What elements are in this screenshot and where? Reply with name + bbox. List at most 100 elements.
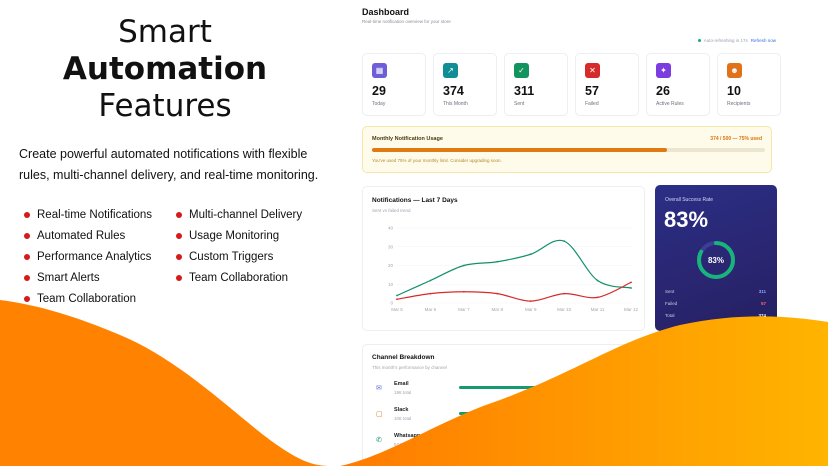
feature-label: Real-time Notifications: [37, 209, 153, 221]
page-subtitle: Real-time notification overview for your…: [362, 19, 451, 24]
chart-title: Notifications — Last 7 Days: [372, 197, 458, 204]
success-row: Sent 311: [665, 289, 766, 294]
data-point-sent: [529, 253, 532, 256]
wave-left-shape: [0, 300, 330, 466]
channels-title: Channel Breakdown: [372, 354, 435, 361]
success-row: Total 374: [665, 313, 766, 318]
y-tick-label: 40: [388, 226, 394, 231]
feature-item: Usage Monitoring: [176, 230, 279, 242]
stat-value: 311: [514, 84, 535, 98]
users-icon: ☻: [727, 63, 742, 78]
refresh-status: Auto-refreshing in 17s Refresh now: [697, 38, 776, 43]
refresh-now-link[interactable]: Refresh now: [750, 38, 776, 43]
mail-icon: ✉: [376, 385, 382, 392]
stat-label: Today: [372, 101, 386, 107]
stat-label: Failed: [585, 101, 599, 107]
channel-breakdown-card: Channel Breakdown This month's performan…: [362, 344, 772, 466]
usage-progress-fill: [372, 148, 667, 152]
bullet-icon: [24, 212, 30, 218]
bullet-icon: [176, 212, 182, 218]
feature-label: Smart Alerts: [37, 272, 100, 284]
calendar-icon: ▦: [372, 63, 387, 78]
sparkle-icon: ✦: [656, 63, 671, 78]
stat-label: This Month: [443, 101, 468, 107]
channel-count: 108 total: [394, 416, 412, 421]
feature-item: Custom Triggers: [176, 251, 273, 263]
feature-item: Performance Analytics: [24, 251, 151, 263]
feature-label: Team Collaboration: [37, 293, 137, 305]
feature-item: Smart Alerts: [24, 272, 100, 284]
channel-row: ✆ Whatsapp 57 total: [372, 433, 762, 453]
y-tick-label: 10: [388, 282, 394, 287]
x-tick-label: Mar 11: [591, 307, 605, 312]
usage-title: Monthly Notification Usage: [372, 136, 443, 142]
success-row-label: Sent: [665, 289, 675, 294]
stat-value: 10: [727, 84, 741, 98]
x-icon: ✕: [585, 63, 600, 78]
y-tick-label: 0: [390, 301, 393, 306]
stat-value: 29: [372, 84, 386, 98]
stat-card: ↗ 374 This Month: [433, 53, 497, 116]
usage-value: 374 / 500 — 75% used: [710, 136, 762, 142]
stat-card: ✦ 26 Active Rules: [646, 53, 710, 116]
success-title: Overall Success Rate: [665, 197, 714, 203]
stat-value: 374: [443, 84, 464, 98]
y-tick-label: 30: [388, 244, 394, 249]
channel-bar: [459, 438, 739, 441]
y-tick-label: 20: [388, 263, 394, 268]
channel-count: 198 total: [394, 390, 412, 395]
hero-description: Create powerful automated notifications …: [19, 147, 319, 182]
success-row: Failed 57: [665, 301, 766, 306]
chart-subtitle: Sent vs failed trend: [372, 208, 411, 213]
feature-item: Team Collaboration: [24, 293, 136, 305]
channel-count: 57 total: [394, 442, 409, 447]
series-line-sent: [396, 239, 632, 297]
channel-bar-fill: [459, 386, 711, 389]
channel-bar-fill: [459, 412, 613, 415]
x-tick-label: Mar 10: [557, 307, 572, 312]
data-point-sent: [429, 279, 432, 282]
success-row-label: Total: [665, 313, 675, 318]
data-point-sent: [462, 264, 465, 267]
dashboard-panel: Dashboard Real-time notification overvie…: [355, 0, 828, 466]
data-point-failed: [596, 296, 599, 299]
success-row-value: 374: [758, 313, 766, 318]
channel-row: ▢ Slack 108 total: [372, 407, 762, 427]
hero-title: Smart Automation Features: [0, 14, 330, 125]
stat-value: 26: [656, 84, 670, 98]
data-point-sent: [563, 240, 566, 243]
data-point-failed: [529, 300, 532, 303]
series-line-failed: [396, 281, 632, 302]
feature-label: Team Collaboration: [189, 272, 289, 284]
feature-label: Performance Analytics: [37, 251, 152, 263]
data-point-sent: [396, 294, 398, 297]
x-tick-label: Mar 8: [492, 307, 504, 312]
feature-item: Team Collaboration: [176, 272, 288, 284]
stat-card: ▦ 29 Today: [362, 53, 426, 116]
channel-bar: [459, 412, 739, 415]
x-tick-label: Mar 5: [391, 307, 403, 312]
feature-item: Real-time Notifications: [24, 209, 152, 221]
notifications-chart-card: Notifications — Last 7 Days Sent vs fail…: [362, 186, 645, 331]
x-tick-label: Mar 9: [525, 307, 537, 312]
bullet-icon: [24, 254, 30, 260]
data-point-failed: [396, 298, 398, 301]
data-point-sent: [596, 279, 599, 282]
trend-icon: ↗: [443, 63, 458, 78]
success-row-value: 311: [758, 289, 766, 294]
feature-label: Usage Monitoring: [189, 230, 280, 242]
stat-card: ☻ 10 Recipients: [717, 53, 781, 116]
channel-row: ✉ Email 198 total: [372, 381, 762, 401]
page-title: Dashboard: [362, 7, 410, 17]
data-point-failed: [496, 292, 499, 295]
success-rate-value: 83%: [664, 207, 709, 232]
stat-value: 57: [585, 84, 599, 98]
ring-progress: [697, 241, 735, 279]
x-tick-label: Mar 12: [624, 307, 639, 312]
bullet-icon: [176, 233, 182, 239]
feature-label: Automated Rules: [37, 230, 126, 242]
phone-icon: ✆: [376, 437, 382, 444]
bullet-icon: [24, 296, 30, 302]
hero-title-line-2: Automation: [62, 51, 268, 87]
usage-progress-bar: [372, 148, 765, 152]
